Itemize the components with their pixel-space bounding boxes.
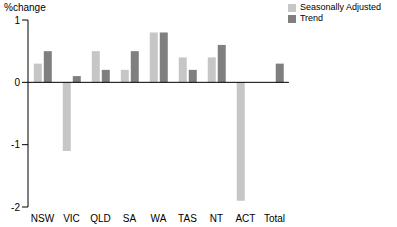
svg-text:1: 1 bbox=[14, 15, 20, 26]
svg-text:NT: NT bbox=[210, 213, 223, 224]
svg-text:NSW: NSW bbox=[31, 213, 55, 224]
svg-text:-1: -1 bbox=[11, 139, 20, 150]
svg-text:QLD: QLD bbox=[90, 213, 111, 224]
svg-text:Total: Total bbox=[264, 213, 285, 224]
svg-text:-2: -2 bbox=[11, 202, 20, 213]
svg-text:ACT: ACT bbox=[235, 213, 255, 224]
html-text:Seasonally Adjusted: Seasonally Adjusted bbox=[299, 2, 381, 12]
html-text:%change: %change bbox=[4, 2, 46, 13]
html-text:Trend: Trend bbox=[299, 13, 324, 23]
svg-text:WA: WA bbox=[151, 213, 167, 224]
svg-text:TAS: TAS bbox=[178, 213, 197, 224]
svg-text:SA: SA bbox=[123, 213, 137, 224]
svg-text:VIC: VIC bbox=[63, 213, 80, 224]
svg-text:0: 0 bbox=[14, 77, 20, 88]
